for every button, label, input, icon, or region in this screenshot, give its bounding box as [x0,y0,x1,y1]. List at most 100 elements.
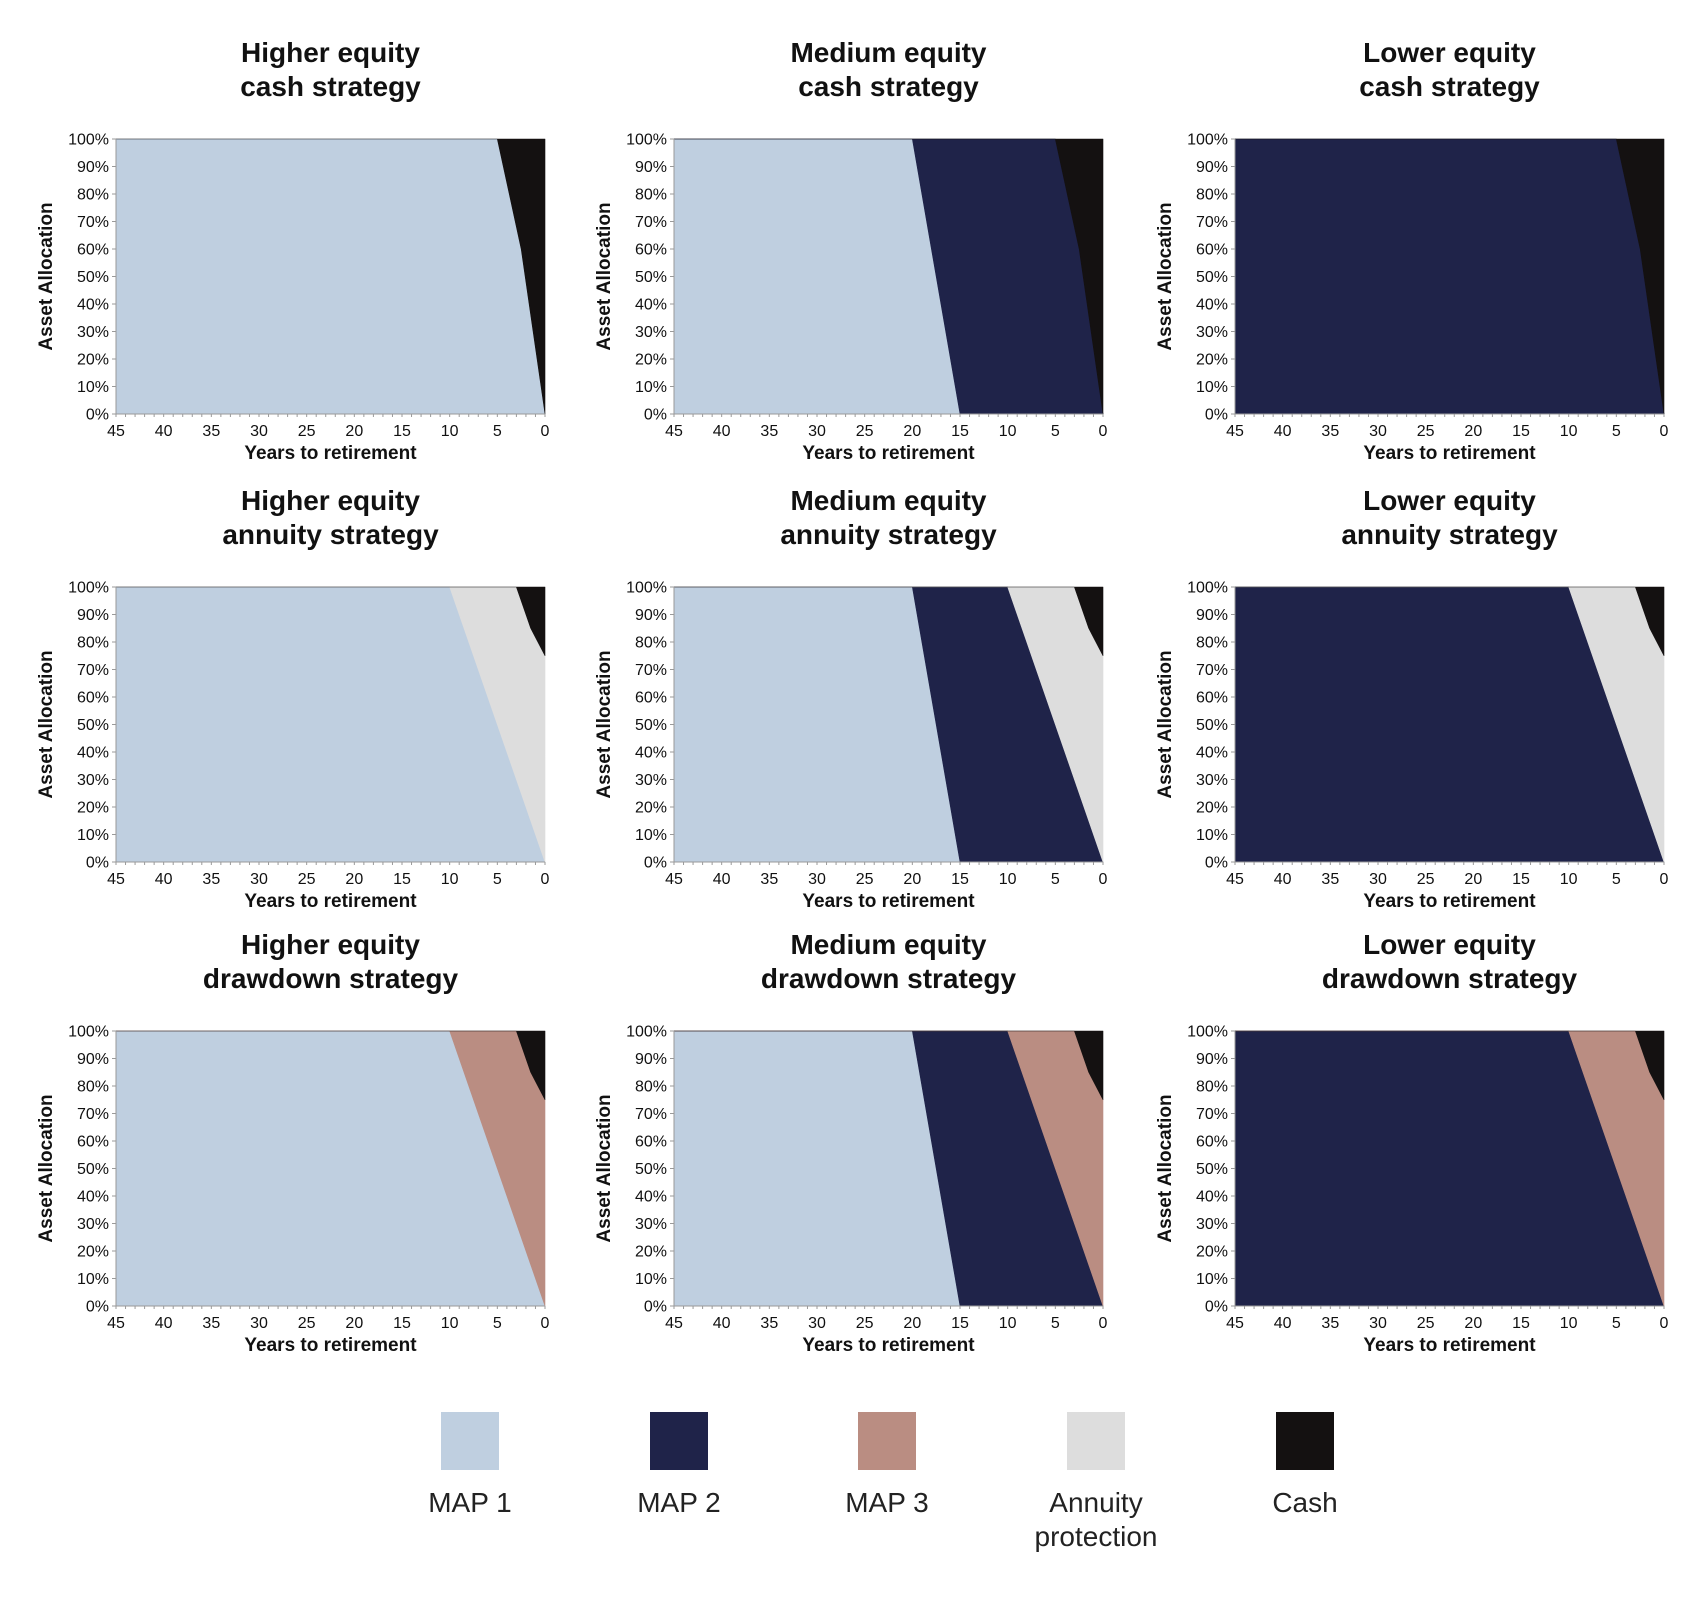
x-tick-label: 20 [903,1315,921,1332]
y-axis-label: Asset Allocation [594,202,615,350]
y-tick-label: 20% [1196,800,1228,817]
y-tick-label: 10% [635,379,667,396]
x-tick-label: 0 [1660,1315,1669,1332]
x-tick-label: 25 [1417,423,1435,440]
y-tick-label: 40% [1196,1189,1228,1206]
legend-label: Cash [1272,1487,1337,1518]
legend-item-cash: Cash [1272,1412,1338,1518]
y-tick-label: 30% [1196,1216,1228,1233]
y-tick-label: 50% [635,717,667,734]
area-series-map1 [115,138,546,415]
y-tick-label: 60% [77,242,109,259]
y-tick-label: 0% [1205,407,1228,424]
y-tick-label: 30% [635,1216,667,1233]
x-axis-label: Years to retirement [244,891,417,912]
y-tick-label: 90% [1196,159,1228,176]
y-tick-label: 20% [1196,1244,1228,1261]
x-tick-label: 5 [493,871,502,888]
y-tick-label: 70% [635,662,667,679]
x-tick-label: 35 [1321,1315,1339,1332]
y-tick-label: 10% [1196,827,1228,844]
x-tick-label: 15 [393,1315,411,1332]
y-tick-label: 40% [77,1189,109,1206]
y-tick-label: 50% [77,717,109,734]
x-tick-label: 40 [713,423,731,440]
y-tick-label: 20% [77,800,109,817]
y-tick-label: 10% [635,827,667,844]
chart-title-line: Medium equity [790,485,986,516]
x-tick-label: 5 [1612,1315,1621,1332]
chart-title-line: Higher equity [241,37,420,68]
y-tick-label: 60% [635,1134,667,1151]
y-tick-label: 80% [77,1079,109,1096]
chart-title-line: Lower equity [1363,485,1536,516]
x-tick-label: 40 [1274,423,1292,440]
x-tick-label: 15 [393,871,411,888]
area-series-cash [115,138,546,415]
x-axis-label: Years to retirement [244,1335,417,1356]
y-tick-label: 80% [1196,187,1228,204]
chart-title-line: annuity strategy [222,519,439,550]
x-tick-label: 40 [713,871,731,888]
y-tick-label: 70% [1196,662,1228,679]
legend-item-map2: MAP 2 [637,1412,721,1518]
area-series-cash [1234,586,1665,657]
x-tick-label: 20 [345,1315,363,1332]
y-tick-label: 100% [626,132,667,149]
y-tick-label: 10% [77,1271,109,1288]
y-tick-label: 80% [1196,635,1228,652]
y-tick-label: 100% [68,132,109,149]
x-tick-label: 20 [345,871,363,888]
x-tick-label: 35 [1321,423,1339,440]
y-tick-label: 20% [635,352,667,369]
x-tick-label: 45 [107,871,125,888]
x-tick-label: 25 [1417,1315,1435,1332]
x-tick-label: 40 [155,871,173,888]
x-tick-label: 40 [1274,871,1292,888]
chart-title-line: annuity strategy [780,519,997,550]
y-tick-label: 0% [644,1299,667,1316]
x-tick-label: 30 [250,871,268,888]
y-tick-label: 50% [635,269,667,286]
y-axis-label: Asset Allocation [594,650,615,798]
x-tick-label: 40 [155,423,173,440]
y-tick-label: 90% [635,159,667,176]
y-tick-label: 30% [635,324,667,341]
x-tick-label: 15 [951,871,969,888]
y-tick-label: 60% [635,242,667,259]
x-tick-label: 25 [298,871,316,888]
x-tick-label: 5 [1612,871,1621,888]
chart-title-line: drawdown strategy [203,963,459,994]
y-tick-label: 0% [644,855,667,872]
x-tick-label: 45 [665,1315,683,1332]
x-tick-label: 30 [808,423,826,440]
y-tick-label: 70% [77,662,109,679]
x-tick-label: 20 [1464,871,1482,888]
x-tick-label: 0 [1660,871,1669,888]
x-tick-label: 30 [1369,423,1387,440]
y-tick-label: 80% [635,635,667,652]
x-tick-label: 0 [541,871,550,888]
y-axis-label: Asset Allocation [1155,650,1176,798]
y-tick-label: 50% [1196,269,1228,286]
y-tick-label: 100% [68,1024,109,1041]
y-tick-label: 80% [635,1079,667,1096]
x-tick-label: 25 [298,1315,316,1332]
y-tick-label: 70% [635,1106,667,1123]
y-tick-label: 40% [77,745,109,762]
y-tick-label: 0% [1205,855,1228,872]
x-tick-label: 0 [1099,423,1108,440]
chart-title-line: Higher equity [241,485,420,516]
x-tick-label: 45 [665,423,683,440]
area-series-cash [673,1030,1104,1101]
y-tick-label: 0% [86,1299,109,1316]
x-tick-label: 45 [665,871,683,888]
legend-swatch [441,1412,499,1470]
